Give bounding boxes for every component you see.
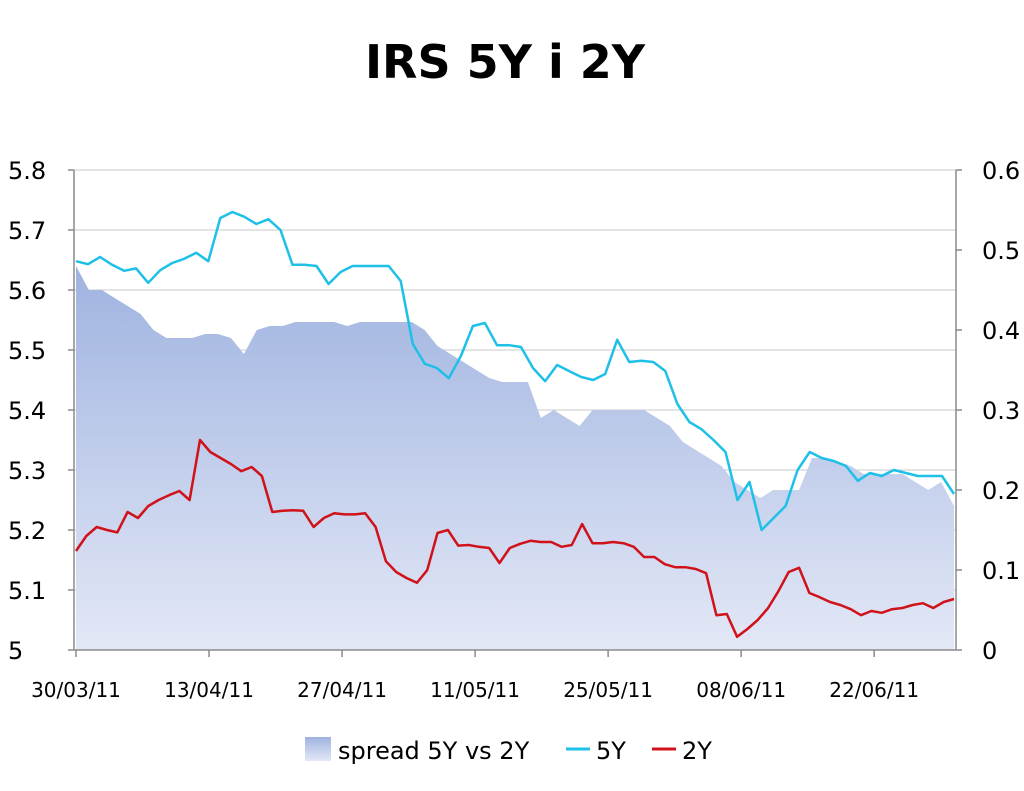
left-tick-label: 5.7 bbox=[8, 217, 46, 245]
series-line-2y bbox=[74, 438, 955, 639]
left-tick-label: 5.6 bbox=[8, 277, 46, 305]
left-tick-label: 5.5 bbox=[8, 337, 46, 365]
right-y-axis: 0 0.1 0.2 0.3 0.4 0.5 0.6 bbox=[956, 157, 1020, 665]
left-tick-label: 5.3 bbox=[8, 457, 46, 485]
left-tick-label: 5.2 bbox=[8, 517, 46, 545]
right-tick-label: 0.6 bbox=[982, 157, 1020, 185]
legend-label-spread: spread 5Y vs 2Y bbox=[338, 737, 530, 765]
legend-label-5y: 5Y bbox=[596, 737, 626, 765]
left-tick-label: 5 bbox=[8, 637, 23, 665]
legend-label-2y: 2Y bbox=[682, 737, 712, 765]
x-tick-label: 13/04/11 bbox=[164, 678, 254, 702]
x-tick-label: 11/05/11 bbox=[430, 678, 520, 702]
x-tick-label: 22/06/11 bbox=[829, 678, 919, 702]
right-tick-label: 0.5 bbox=[982, 237, 1020, 265]
x-tick-label: 27/04/11 bbox=[297, 678, 387, 702]
left-tick-label: 5.4 bbox=[8, 397, 46, 425]
x-tick-label: 25/05/11 bbox=[563, 678, 653, 702]
right-tick-label: 0.4 bbox=[982, 317, 1020, 345]
right-tick-label: 0.1 bbox=[982, 557, 1020, 585]
legend-swatch-spread bbox=[305, 737, 331, 761]
chart-title: IRS 5Y i 2Y bbox=[365, 35, 646, 89]
spread-area bbox=[76, 266, 954, 650]
x-tick-label: 30/03/11 bbox=[31, 678, 121, 702]
series-line-5y bbox=[75, 210, 956, 532]
left-tick-label: 5.8 bbox=[8, 157, 46, 185]
right-tick-label: 0.3 bbox=[982, 397, 1020, 425]
right-tick-label: 0 bbox=[982, 637, 997, 665]
legend: spread 5Y vs 2Y 5Y 2Y bbox=[305, 737, 712, 765]
left-tick-label: 5.1 bbox=[8, 577, 46, 605]
x-tick-label: 08/06/11 bbox=[696, 678, 786, 702]
x-axis: 30/03/11 13/04/11 27/04/11 11/05/11 25/05/11… bbox=[31, 650, 919, 702]
right-tick-label: 0.2 bbox=[982, 477, 1020, 505]
left-y-axis: 5 5.1 5.2 5.3 5.4 5.5 5.6 5.7 5.8 bbox=[8, 157, 74, 665]
